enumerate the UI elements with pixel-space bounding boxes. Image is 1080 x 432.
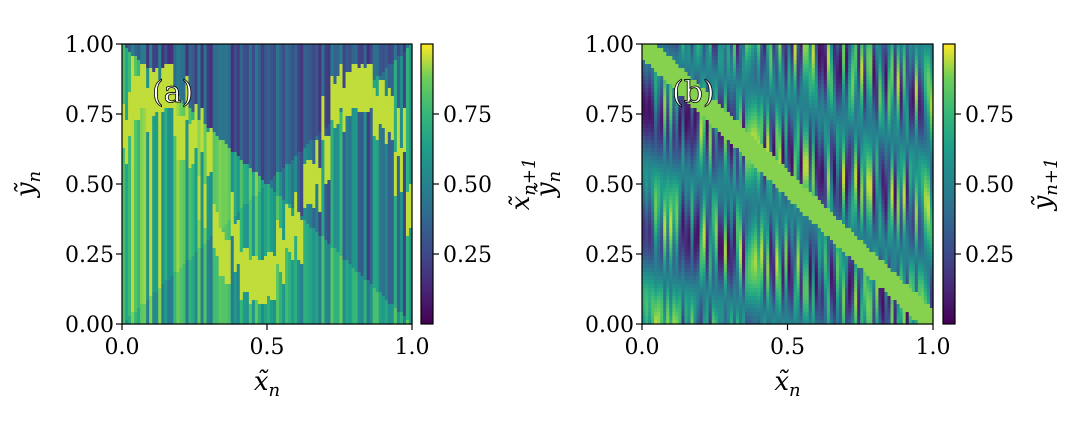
- panel-a: 0.0 0.5 1.0 0.00 0.25 0.50 0.75 1.00 x̃n ỹn (a) 0.2…: [11, 33, 540, 401]
- colorbar-tick-label: 0.75: [965, 103, 1014, 128]
- colorbar: [420, 43, 434, 325]
- colorbar: [942, 43, 956, 325]
- x-tick-label: 0.0: [105, 335, 140, 360]
- panel-label: (b): [672, 75, 715, 110]
- x-tick-label: 0.5: [770, 335, 805, 360]
- y-tick-label: 0.25: [65, 243, 114, 268]
- colorbar-label-subscript: n+1: [1041, 158, 1062, 196]
- heatmap-image: [642, 44, 934, 325]
- x-axis-label: x̃n: [774, 367, 800, 401]
- y-tick-label: 1.00: [585, 33, 634, 58]
- y-axis-label-subscript: n: [544, 171, 565, 183]
- y-tick-label: 0.75: [65, 103, 114, 128]
- heatmap-image: [122, 44, 413, 325]
- x-tick-label: 0.0: [625, 335, 660, 360]
- colorbar-label-subscript: n+1: [519, 158, 540, 196]
- x-axis-label-subscript: n: [789, 380, 801, 401]
- y-tick-label: 0.75: [585, 103, 634, 128]
- colorbar-tick-label: 0.50: [443, 173, 492, 198]
- y-tick-label: 0.00: [585, 313, 634, 338]
- y-tick-label: 1.00: [65, 33, 114, 58]
- colorbar-tick-label: 0.25: [965, 243, 1014, 268]
- x-tick-label: 0.5: [250, 335, 285, 360]
- y-axis-label: ỹn: [11, 171, 45, 198]
- panel-b: 0.0 0.5 1.00.000.250.500.751.00x̃nỹn(b)0.2…: [531, 33, 1062, 401]
- x-axis-label: x̃n: [254, 367, 280, 401]
- y-tick-label: 0.50: [65, 173, 114, 198]
- y-tick-label: 0.00: [65, 313, 114, 338]
- x-tick-label: 1.0: [916, 335, 951, 360]
- colorbar-tick-label: 0.75: [443, 103, 492, 128]
- y-tick-label: 0.50: [585, 173, 634, 198]
- colorbar-tick-label: 0.25: [443, 243, 492, 268]
- panel-label: (a): [152, 75, 193, 110]
- x-tick-label: 1.0: [395, 335, 430, 360]
- y-tick-label: 0.25: [585, 243, 634, 268]
- colorbar-label: ỹn+1: [1028, 158, 1062, 212]
- colorbar-tick-label: 0.50: [965, 173, 1014, 198]
- x-axis-label-subscript: n: [269, 380, 281, 401]
- y-axis-label-subscript: n: [24, 171, 45, 183]
